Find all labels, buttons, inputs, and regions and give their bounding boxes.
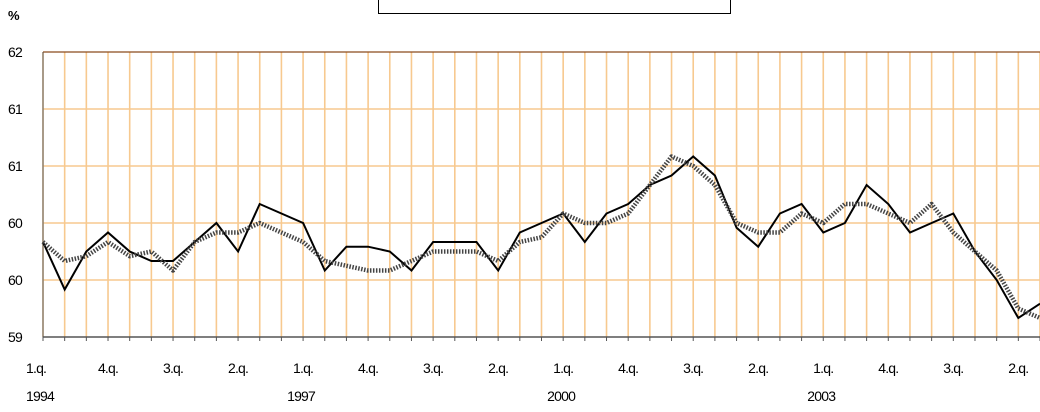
y-axis-unit-label: % (8, 8, 20, 23)
y-tick-label: 60 (8, 272, 23, 288)
y-tick-label: 60 (8, 215, 23, 231)
x-tick-label-quarter: 3.q. (423, 360, 443, 376)
y-tick-label: 61 (8, 158, 23, 174)
x-tick-label-quarter: 4.q. (358, 360, 378, 376)
x-tick-label-quarter: 1.q. (813, 360, 833, 376)
x-tick-label-quarter: 2.q. (488, 360, 508, 376)
x-tick-label-quarter: 3.q. (943, 360, 963, 376)
x-tick-label-quarter: 1.q. (293, 360, 313, 376)
x-tick-label-quarter: 3.q. (163, 360, 183, 376)
x-tick-label-quarter: 2.q. (748, 360, 768, 376)
x-tick-label-year: 1994 (26, 388, 55, 404)
x-tick-label-year: 2000 (547, 388, 576, 404)
x-tick-label-quarter: 4.q. (878, 360, 898, 376)
x-tick-label-quarter: 4.q. (618, 360, 638, 376)
x-tick-label-quarter: 1.q. (26, 360, 46, 376)
x-tick-label-quarter: 2.q. (1008, 360, 1028, 376)
y-tick-label: 62 (8, 44, 23, 60)
x-tick-label-quarter: 1.q. (553, 360, 573, 376)
x-tick-labels: 1.q. 1994 4.q. 3.q. 2.q. 1.q. 1997 4.q. 3.q. 2.q.… (26, 360, 1029, 404)
series-lines (41, 154, 1040, 321)
y-tick-label: 61 (8, 101, 23, 117)
y-tick-labels: 59 60 60 61 61 62 (8, 44, 24, 345)
x-tick-label-year: 2003 (807, 388, 836, 404)
y-tick-label: 59 (8, 329, 23, 345)
series-1-line (42, 155, 1040, 320)
x-tick-label-year: 1997 (287, 388, 316, 404)
series-2-line (41, 154, 1040, 321)
legend-box (378, 0, 731, 14)
grid (42, 51, 1040, 341)
x-tick-label-quarter: 2.q. (228, 360, 248, 376)
x-tick-label-quarter: 4.q. (98, 360, 118, 376)
x-tick-label-quarter: 3.q. (683, 360, 703, 376)
